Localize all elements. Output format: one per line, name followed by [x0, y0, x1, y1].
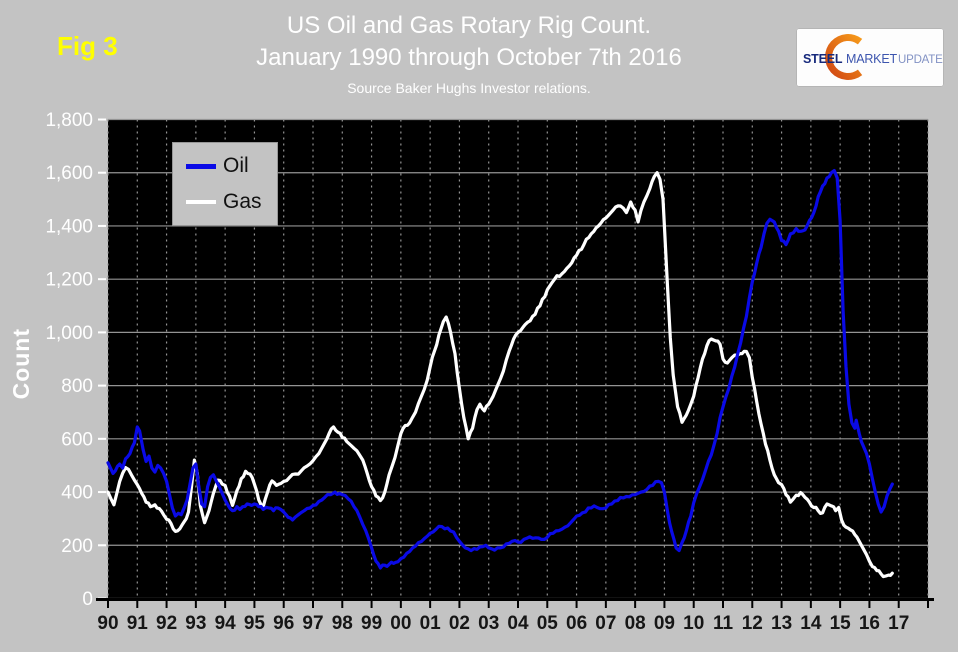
- y-tick-label: 1,400: [45, 216, 93, 237]
- logo-word-update: UPDATE: [898, 54, 943, 66]
- x-tick-label: 16: [859, 613, 880, 634]
- x-tick-label: 90: [97, 613, 118, 634]
- legend-label-oil: Oil: [223, 154, 249, 178]
- y-tick-label: 800: [61, 376, 93, 397]
- x-tick-label: 96: [273, 613, 294, 634]
- x-tick-label: 17: [888, 613, 909, 634]
- x-tick-label: 03: [478, 613, 499, 634]
- y-tick-label: 1,000: [45, 323, 93, 344]
- x-tick-label: 07: [595, 613, 616, 634]
- x-tick-label: 98: [332, 613, 353, 634]
- legend-item-oil: Oil: [186, 154, 277, 178]
- logo-crescent-icon: [825, 34, 863, 81]
- y-tick-label: 600: [61, 429, 93, 450]
- x-tick-label: 91: [127, 613, 149, 634]
- y-tick-label: 400: [61, 483, 93, 504]
- x-tick-label: 08: [625, 613, 646, 634]
- x-tick-label: 09: [654, 613, 675, 634]
- y-tick-label: 0: [82, 589, 93, 610]
- x-tick-label: 06: [566, 613, 587, 634]
- logo-word-steel: STEEL: [803, 52, 843, 66]
- x-tick-label: 99: [361, 613, 382, 634]
- x-tick-label: 94: [215, 613, 237, 634]
- chart-title-line1: US Oil and Gas Rotary Rig Count.: [286, 12, 652, 39]
- x-tick-label: 14: [800, 613, 822, 634]
- x-tick-label: 13: [771, 613, 792, 634]
- x-tick-label: 97: [302, 613, 323, 634]
- y-tick-label: 1,600: [45, 163, 93, 184]
- x-tick-label: 95: [244, 613, 266, 634]
- x-axis-line: [96, 598, 934, 601]
- legend-label-gas: Gas: [223, 189, 262, 213]
- gas-line-swatch: [186, 199, 216, 204]
- data-series: [106, 169, 894, 579]
- tick-labels: 02004006008001,0001,2001,4001,6001,80090…: [45, 110, 909, 634]
- x-tick-label: 05: [537, 613, 559, 634]
- y-tick-label: 1,200: [45, 270, 93, 291]
- steel-market-update-logo: STEEL MARKET UPDATE: [796, 28, 944, 87]
- y-tick-label: 1,800: [45, 110, 93, 131]
- x-tick-label: 01: [420, 613, 442, 634]
- x-tick-label: 02: [449, 613, 470, 634]
- x-tick-label: 12: [742, 613, 763, 634]
- x-tick-label: 04: [507, 613, 529, 634]
- logo-graphic: STEEL MARKET UPDATE: [803, 34, 943, 81]
- legend-item-gas: Gas: [186, 190, 277, 214]
- y-axis-title: Count: [8, 328, 34, 400]
- x-tick-label: 00: [390, 613, 411, 634]
- chart-title-line2: January 1990 through October 7th 2016: [256, 44, 682, 71]
- legend: Oil Gas: [172, 142, 278, 226]
- oil-line-swatch: [186, 163, 216, 169]
- axes-and-ticks: [96, 118, 934, 608]
- series-line-gas: [106, 171, 894, 579]
- series-line-oil: [106, 169, 894, 570]
- x-tick-label: 11: [713, 613, 734, 634]
- x-tick-label: 10: [683, 613, 704, 634]
- chart-source-note: Source Baker Hughs Investor relations.: [347, 80, 591, 96]
- x-tick-label: 92: [156, 613, 177, 634]
- x-tick-label: 93: [185, 613, 206, 634]
- y-tick-label: 200: [61, 536, 93, 557]
- logo-word-market: MARKET: [846, 52, 897, 66]
- figure-number-label: Fig 3: [57, 31, 118, 61]
- x-tick-label: 15: [830, 613, 852, 634]
